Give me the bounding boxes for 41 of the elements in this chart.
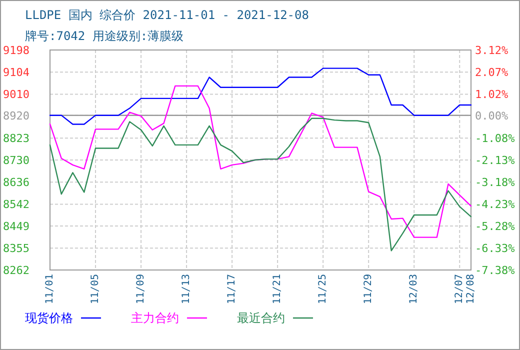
- y-tick-label: 9198: [3, 44, 30, 57]
- x-tick-label: 11/29: [363, 274, 374, 304]
- y-tick-label: 8730: [3, 154, 30, 167]
- x-tick-label: 11/17: [226, 274, 238, 304]
- line-series: [49, 118, 472, 252]
- y-tick-label: 8542: [3, 198, 30, 212]
- y-tick-label: 8636: [3, 176, 30, 190]
- chart-title: LLDPE 国内 综合价 2021-11-01 - 2021-12-08: [25, 8, 309, 22]
- x-tick-label: 12/08: [466, 274, 476, 304]
- x-tick-label: 11/05: [90, 274, 102, 304]
- x-tick-label: 11/21: [272, 274, 284, 304]
- y2-tick-label: 2.07%: [475, 66, 508, 79]
- y2-tick-label: 0.00%: [475, 109, 508, 122]
- y-tick-label: 8449: [3, 220, 30, 234]
- y2-tick-label: -6.33%: [475, 242, 516, 255]
- y2-tick-label: -5.28%: [475, 220, 516, 233]
- y-tick-label: 8262: [3, 264, 30, 277]
- y2-tick-label: -3.18%: [475, 176, 516, 189]
- legend-label: 现货价格: [25, 311, 73, 325]
- x-tick-label: 12/03: [408, 274, 420, 304]
- y-tick-label: 9104: [3, 66, 30, 80]
- y-tick-label: 8355: [3, 242, 30, 256]
- y2-tick-label: 3.12%: [475, 44, 508, 57]
- y2-tick-label: -4.23%: [475, 198, 516, 211]
- y-tick-label: 8823: [3, 132, 30, 146]
- line-series: [49, 85, 472, 238]
- x-tick-label: 12/07: [454, 274, 466, 304]
- y2-tick-label: 1.02%: [475, 88, 508, 101]
- legend-label: 主力合约: [131, 311, 179, 325]
- y2-tick-label: -7.38%: [475, 264, 516, 277]
- x-tick-label: 11/01: [44, 274, 56, 304]
- y-tick-label: 8920: [3, 109, 30, 122]
- y2-tick-label: -2.13%: [475, 154, 516, 167]
- x-tick-label: 11/09: [136, 274, 147, 304]
- x-tick-label: 11/13: [181, 274, 192, 304]
- y2-tick-label: -1.08%: [475, 132, 516, 145]
- x-tick-label: 11/25: [318, 274, 329, 304]
- y-tick-label: 9010: [3, 88, 30, 102]
- legend-label: 最近合约: [237, 311, 285, 325]
- chart-subtitle: 牌号:7042 用途级别:薄膜级: [25, 29, 184, 43]
- line-series: [49, 68, 472, 125]
